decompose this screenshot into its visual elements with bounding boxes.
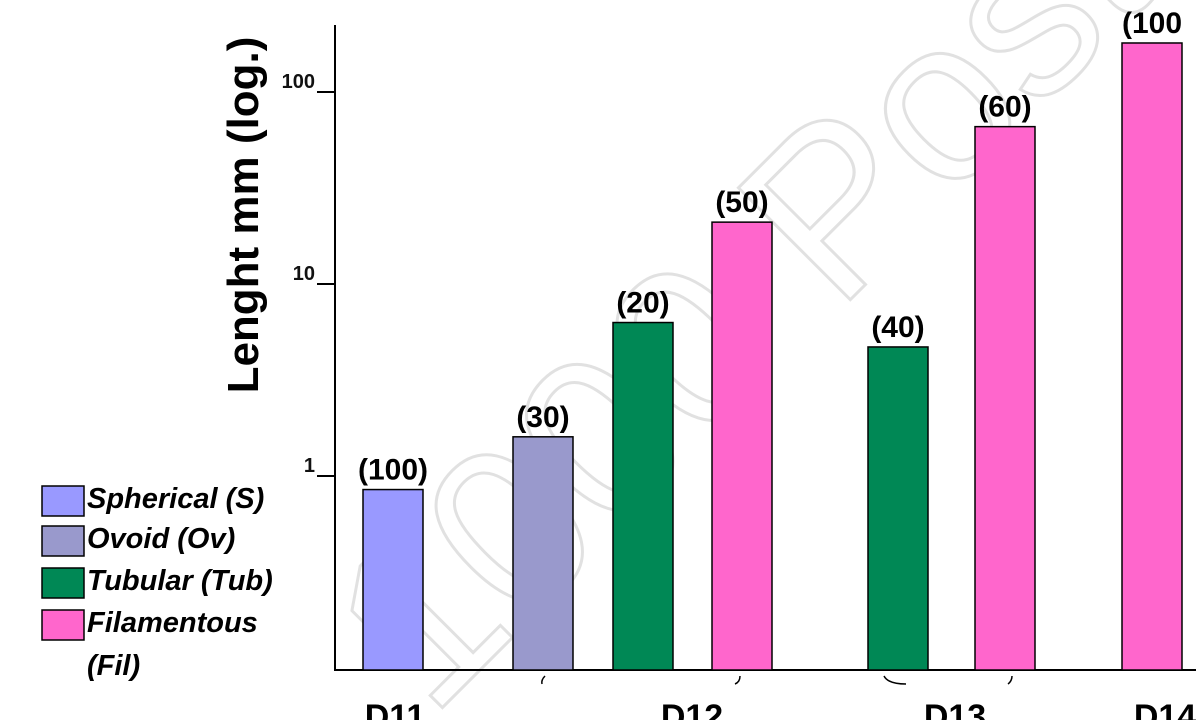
legend-swatch-spherical [41,485,85,517]
legend-label: (Fil) [87,650,140,682]
bar-d12-filamentous [711,221,773,671]
legend-swatch-filamentous [41,609,85,641]
category-label-d11: D11 [365,698,426,720]
bar-d13-filamentous [974,125,1036,671]
group-brace-mark [883,675,907,685]
bar-d12-ovoid [512,436,574,671]
bar-d12-tubular [612,321,674,671]
y-tick-label: 10 [293,263,315,285]
legend-swatch-ovoid [41,525,85,557]
bar-d11-spherical [362,488,424,671]
data-label: (100) [358,454,428,487]
category-label-d14: D14 [1134,698,1196,720]
data-labels: (100) (30) (20) (50) (40) (60) (100 [358,7,1182,487]
data-label: (100 [1122,7,1182,40]
y-tick-label: 1 [304,455,315,477]
group-brace-mark [734,675,741,685]
y-tick-label: 100 [282,71,315,93]
data-label: (20) [616,287,669,320]
legend-label: Spherical (S) [87,483,264,515]
bar-d13-tubular [867,346,929,671]
group-brace-mark [541,675,546,685]
data-label: (60) [978,91,1031,124]
y-axis-label: Lenght mm (log.) [219,37,268,394]
legend-swatch-tubular [41,567,85,599]
legend-label: Tubular (Tub) [87,565,273,597]
bar-d14-filamentous [1121,42,1183,671]
legend-label: Filamentous [87,607,258,639]
data-label: (50) [715,186,768,219]
category-label-d13: D13 [924,698,986,720]
legend-label: Ovoid (Ov) [87,523,235,555]
group-brace-mark [1007,675,1013,685]
legend: Spherical (S) Ovoid (Ov) Tubular (Tub) Fila… [41,483,273,682]
category-labels: D11 D12 D13 D14 [365,675,1196,720]
data-label: (40) [871,311,924,344]
data-label: (30) [516,401,569,434]
bars [362,42,1183,671]
category-label-d12: D12 [661,698,723,720]
